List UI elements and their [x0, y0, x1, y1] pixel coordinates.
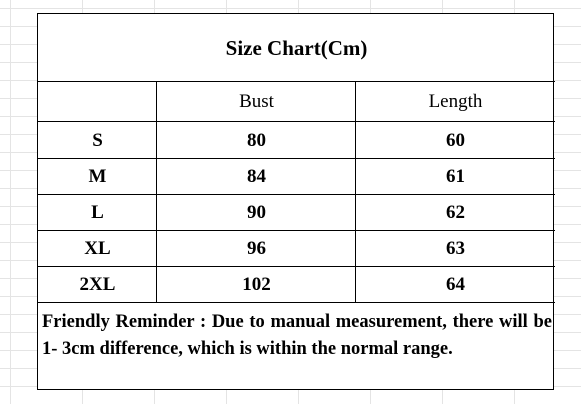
measurement: 80 [247, 129, 266, 151]
measurement: 61 [446, 166, 465, 187]
measurement: 90 [247, 202, 266, 223]
column-header: Bust [239, 91, 274, 112]
size-label: XL [84, 238, 111, 259]
measurement: 60 [446, 129, 465, 151]
size-label: S [92, 129, 103, 151]
size-label: L [91, 202, 104, 223]
measurement: 84 [247, 166, 266, 187]
column-header: Length [428, 91, 483, 112]
reminder-note: Friendly Reminder : Due to manual measur… [42, 312, 552, 359]
size-table: Size Chart(Cm) Friendly Reminder : Due t… [37, 13, 555, 390]
row-border [38, 121, 555, 122]
row-border [38, 81, 555, 82]
table-title: Size Chart(Cm) [225, 35, 368, 60]
measurement: 102 [242, 274, 271, 295]
row-border [38, 158, 555, 159]
column-border [355, 81, 356, 303]
measurement: 62 [446, 202, 465, 223]
size-label: M [88, 166, 107, 187]
row-border [38, 266, 555, 267]
column-border [156, 81, 157, 303]
measurement: 96 [247, 238, 266, 259]
row-border [38, 302, 555, 303]
size-label: 2XL [79, 274, 116, 295]
measurement: 63 [446, 238, 465, 259]
row-border [38, 194, 555, 195]
measurement: 64 [446, 274, 465, 295]
row-border [38, 230, 555, 231]
